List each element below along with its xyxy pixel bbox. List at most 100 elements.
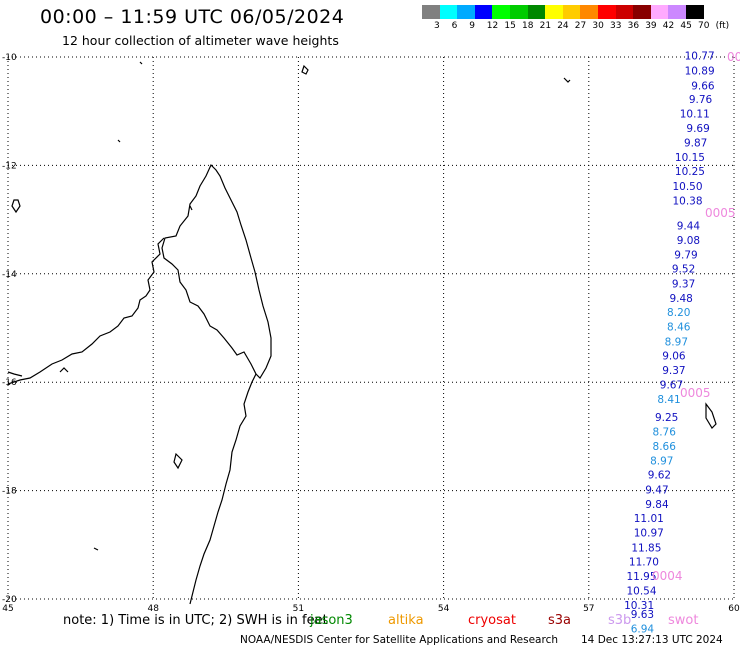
legend-swatch [615,5,634,19]
observation-labels: 10.77 10.89 9.669.76 10.11 9.69 9.87 10.15 10.2… [624,51,715,636]
legend-swatch [527,5,546,19]
legend-swatch [668,5,686,19]
longitude-tick-label: 45 [2,604,13,614]
satellite-legend-item: s3a [548,613,572,628]
legend-swatch [597,5,616,19]
longitude-tick-label: 51 [293,604,304,614]
legend-swatch [509,5,528,19]
satellite-legend-item: swot [668,613,699,628]
legend-label: 30 [592,21,604,31]
wave-height-value: 10.77 [685,51,715,63]
wave-height-value: 8.66 [653,441,677,453]
wave-height-value: 11.70 [629,556,659,568]
graticule [7,56,735,600]
wave-height-value: 9.08 [677,235,700,247]
credit-time: 14 Dec 13:27:13 UTC 2024 [581,634,723,646]
pass-time-label: 00 [727,50,740,64]
longitude-tick-label: 54 [438,604,450,614]
wave-height-value: 8.20 [667,307,690,319]
legend-label: 33 [610,21,622,31]
pass-time-label: 0004 [652,569,683,583]
satellite-legend-item: s3b [608,613,632,628]
wave-height-value: 10.50 [672,181,702,193]
latitude-tick-label: -16 [2,378,17,388]
legend-swatch [492,5,510,19]
latitude-tick-label: -14 [2,270,17,280]
legend-label: 42 [662,21,675,31]
wave-height-value: 9.44 [677,220,701,232]
pass-time-label: 0005 [705,206,736,220]
legend-label: 27 [574,21,587,31]
wave-height-value: 8.46 [667,322,691,334]
legend-label: 6 [451,21,458,31]
latitude-tick-label: -18 [2,487,17,497]
longitude-tick-label: 48 [147,604,159,614]
wave-height-value: 9.37 [662,365,685,377]
wave-height-value: 9.66 [691,81,715,93]
credit-text: NOAA/NESDIS Center for Satellite Applica… [240,634,558,646]
wave-height-value: 9.67 [660,380,683,392]
color-legend-bar [422,5,704,19]
wave-height-value: 10.54 [626,586,656,598]
wave-height-value: 10.89 [685,65,715,77]
wave-height-value: 8.97 [650,456,673,468]
legend-label: 39 [645,21,657,31]
map-frame [8,56,734,600]
legend-swatch [633,5,651,19]
latitude-tick-label: -12 [2,161,17,171]
legend-label: 18 [522,21,534,31]
wave-height-value: 6.94 [631,624,655,636]
legend-label: 3 [434,21,440,31]
wave-height-value: 9.84 [645,499,669,511]
wave-height-value: 9.06 [662,350,686,362]
legend-label: 45 [680,21,692,31]
legend-swatch [457,5,475,19]
legend-swatch [685,5,704,19]
page-title: 00:00 – 11:59 UTC 06/05/2024 [40,6,345,28]
wave-height-value: 10.11 [680,109,710,121]
wave-height-value: 9.79 [674,250,697,262]
legend-swatch [650,5,669,19]
wave-height-value: 10.31 [624,600,654,612]
legend-swatch [439,5,458,19]
legend-swatch [422,5,440,19]
longitude-tick-label: 60 [728,604,740,614]
wave-height-value: 11.85 [631,542,661,554]
wave-height-value: 11.95 [626,571,656,583]
page-subtitle: 12 hour collection of altimeter wave hei… [62,33,339,48]
legend-label: 9 [469,21,475,31]
wave-height-value: 11.01 [634,513,664,525]
wave-height-value: 9.47 [645,484,668,496]
wave-height-value: 10.97 [634,528,664,540]
legend-swatch [545,5,563,19]
wave-height-value: 9.87 [684,137,707,149]
satellite-legend-item: cryosat [468,613,516,628]
legend-label: 12 [486,21,499,31]
legend-label: (ft) [715,21,730,31]
wave-height-value: 9.63 [631,609,654,621]
longitude-tick-label: 57 [583,604,594,614]
wave-height-value: 9.37 [672,278,695,290]
legend-label: 70 [698,21,710,31]
wave-height-value: 9.76 [689,94,713,106]
legend-label: 36 [627,21,640,31]
wave-height-value: 9.25 [655,412,678,424]
wave-height-value: 8.41 [657,394,680,406]
wave-height-value: 9.62 [648,470,671,482]
wave-height-value: 8.76 [653,426,677,438]
latitude-tick-label: -20 [2,595,17,605]
axis-labels: 45 48 51 54 57 60 -10 -12 -14 -16 -18 -20 [2,53,740,614]
satellite-legend-item: jason3 [310,613,353,628]
legend-label: 24 [557,21,569,31]
footer-note: note: 1) Time is in UTC; 2) SWH is in fe… [63,613,328,628]
wave-height-value: 10.38 [672,195,702,207]
pass-time-label: 0005 [680,386,711,400]
satellite-legend-item: altika [388,613,424,628]
wave-height-value: 9.48 [669,293,692,305]
coastline [7,61,717,605]
pass-labels: 0005 0005 0004 00 [652,50,740,583]
legend-swatch [474,5,493,19]
wave-height-value: 10.25 [675,166,705,178]
latitude-tick-label: -10 [2,53,17,63]
